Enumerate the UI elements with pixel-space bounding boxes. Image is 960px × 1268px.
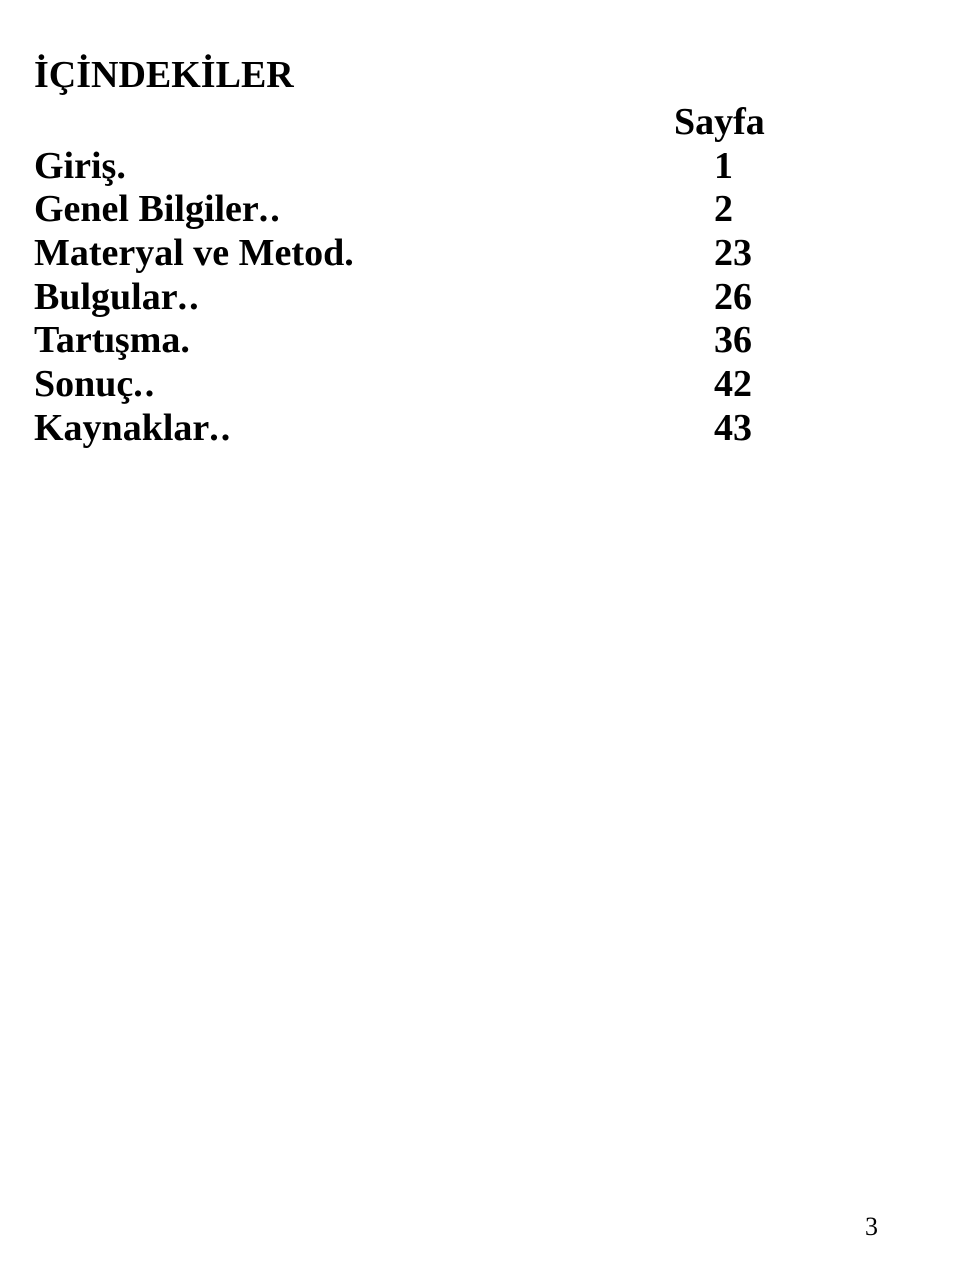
toc-header-row: Sayfa	[34, 101, 804, 145]
toc-entry-label: Kaynaklar	[34, 407, 209, 451]
toc-entry-label: Sonuç	[34, 363, 133, 407]
toc-entry-leader: ..	[209, 407, 674, 451]
toc-entry-label: Bulgular	[34, 276, 178, 320]
toc-entry-leader: ..	[178, 276, 674, 320]
toc-entry-page: 42	[674, 363, 804, 407]
toc-row: Giriş . 1	[34, 145, 804, 189]
toc-entry-page: 1	[674, 145, 804, 189]
toc-table: Sayfa Giriş . 1 Genel Bilgiler .. 2 Mate…	[34, 101, 804, 451]
toc-row: Materyal ve Metod . 23	[34, 232, 804, 276]
footer-page-number: 3	[865, 1212, 878, 1242]
toc-entry-leader: .	[344, 232, 674, 276]
toc-entry-page: 23	[674, 232, 804, 276]
toc-entry-leader: .	[180, 319, 674, 363]
toc-entry-page: 2	[674, 188, 804, 232]
toc-entry-label: Giriş	[34, 145, 116, 189]
toc-entry-label: Genel Bilgiler	[34, 188, 259, 232]
toc-header-page-label: Sayfa	[664, 101, 804, 145]
toc-row: Tartışma . 36	[34, 319, 804, 363]
toc-row: Genel Bilgiler .. 2	[34, 188, 804, 232]
toc-row: Bulgular .. 26	[34, 276, 804, 320]
toc-entry-page: 36	[674, 319, 804, 363]
toc-entry-leader: ..	[259, 188, 674, 232]
toc-row: Kaynaklar .. 43	[34, 407, 804, 451]
toc-entry-label: Materyal ve Metod	[34, 232, 344, 276]
toc-entry-page: 26	[674, 276, 804, 320]
toc-entry-page: 43	[674, 407, 804, 451]
toc-row: Sonuç .. 42	[34, 363, 804, 407]
toc-header-spacer	[34, 101, 664, 145]
toc-entry-leader: ..	[133, 363, 674, 407]
toc-title: İÇİNDEKİLER	[34, 53, 880, 97]
document-page: İÇİNDEKİLER Sayfa Giriş . 1 Genel Bilgil…	[0, 0, 960, 1268]
toc-entry-leader: .	[116, 145, 674, 189]
toc-entry-label: Tartışma	[34, 319, 180, 363]
